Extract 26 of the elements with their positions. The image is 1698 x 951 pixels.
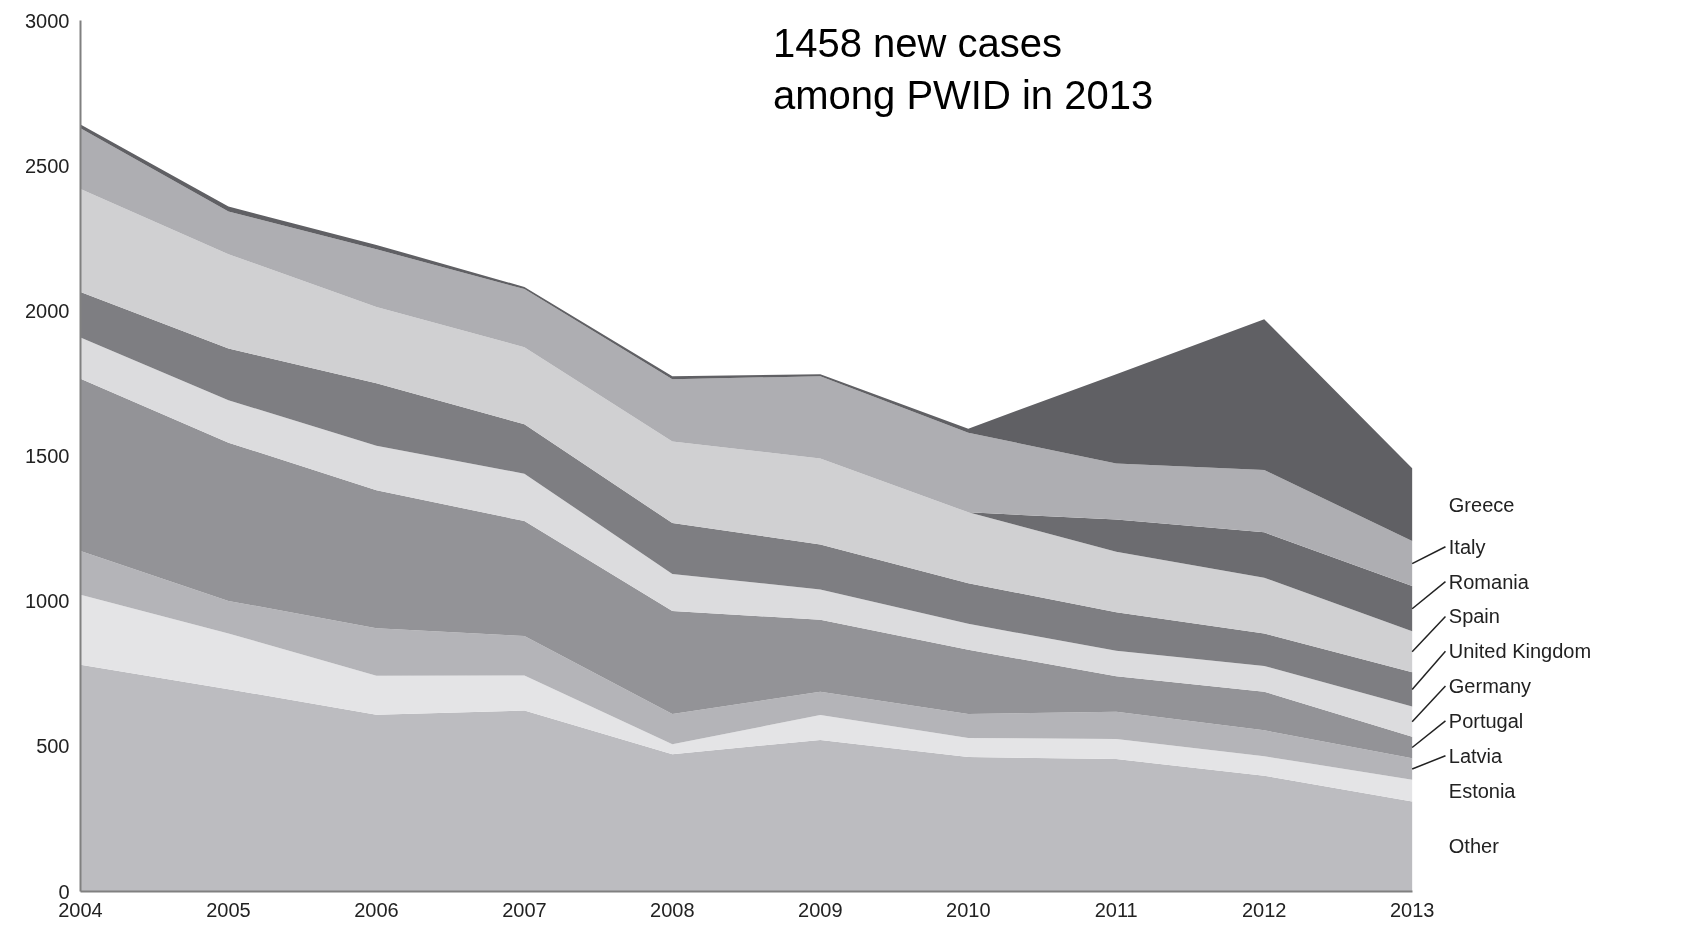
x-tick-label: 2010: [946, 898, 991, 921]
x-tick-label: 2008: [650, 898, 695, 921]
series-label: Latvia: [1448, 744, 1504, 767]
series-label: Greece: [1448, 493, 1515, 516]
x-tick-label: 2009: [798, 898, 843, 921]
series-label: Estonia: [1448, 779, 1517, 802]
x-tick-label: 2007: [502, 898, 547, 921]
x-tick-label: 2013: [1389, 898, 1435, 921]
x-tick-label: 2011: [1094, 898, 1138, 921]
y-tick-label: 2000: [25, 299, 70, 322]
y-tick-label: 500: [36, 735, 70, 758]
x-tick-label: 2006: [354, 898, 399, 921]
y-tick-label: 2500: [25, 154, 70, 177]
series-label: Portugal: [1448, 709, 1524, 732]
y-tick-label: 1000: [25, 590, 70, 613]
series-label: Italy: [1448, 535, 1486, 558]
series-label: Other: [1448, 835, 1500, 858]
series-label: United Kingdom: [1448, 640, 1592, 663]
x-tick-label: 2005: [206, 898, 251, 921]
series-label: Romania: [1448, 570, 1530, 593]
text: 1458 new cases among PWID in 2013: [772, 20, 1154, 118]
series-label: Germany: [1448, 675, 1532, 698]
series-label: Spain: [1448, 605, 1500, 628]
y-tick-label: 1500: [25, 445, 70, 467]
x-tick-label: 2012: [1241, 898, 1287, 921]
y-tick-label: 3000: [25, 9, 70, 32]
